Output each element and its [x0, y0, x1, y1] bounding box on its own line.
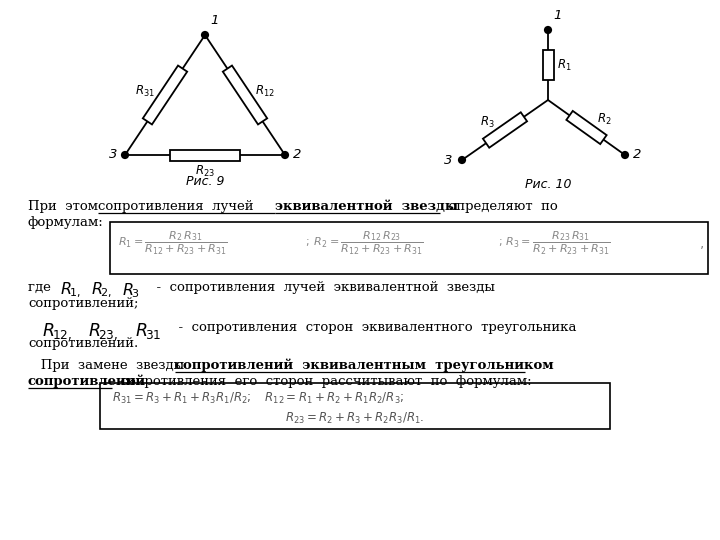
- Text: $\boldsymbol{R_{\!31}}$: $\boldsymbol{R_{\!31}}$: [135, 321, 161, 341]
- Text: формулам:: формулам:: [28, 216, 104, 229]
- Text: сопротивлений;: сопротивлений;: [28, 297, 138, 310]
- Text: сопротивления  его  сторон  рассчитывают  по  формулам:: сопротивления его сторон рассчитывают по…: [112, 375, 531, 388]
- Circle shape: [622, 152, 628, 158]
- Text: -  сопротивления  сторон  эквивалентного  треугольника: - сопротивления сторон эквивалентного тр…: [170, 321, 577, 334]
- Text: $R_2$: $R_2$: [597, 112, 612, 127]
- Text: $\boldsymbol{R_{\!2,}}$: $\boldsymbol{R_{\!2,}}$: [91, 281, 112, 300]
- Polygon shape: [143, 65, 187, 124]
- Text: сопротивления  лучей: сопротивления лучей: [98, 200, 262, 213]
- Text: $\boldsymbol{R_{\!1,}}$: $\boldsymbol{R_{\!1,}}$: [60, 281, 81, 300]
- Text: 3: 3: [109, 148, 117, 161]
- Text: эквивалентной  звезды: эквивалентной звезды: [275, 200, 458, 213]
- Text: При  этом: При этом: [28, 200, 107, 213]
- Text: сопротивлений.: сопротивлений.: [28, 337, 138, 350]
- Circle shape: [282, 152, 288, 158]
- Text: $R_{23} = R_2 + R_3 + R_2R_3/R_1.$: $R_{23} = R_2 + R_3 + R_2R_3/R_1.$: [285, 411, 425, 426]
- Text: $;\; R_2 = \dfrac{R_{12}\,R_{23}}{R_{12} + R_{23} + R_{31}}$: $;\; R_2 = \dfrac{R_{12}\,R_{23}}{R_{12}…: [305, 230, 423, 257]
- Text: $;\,R_3 = \dfrac{R_{23}\,R_{31}}{R_{2} + R_{23} + R_{31}}$: $;\,R_3 = \dfrac{R_{23}\,R_{31}}{R_{2} +…: [498, 230, 611, 257]
- Text: $R_{31} = R_3 + R_1 + R_3R_1/R_2;\quad R_{12} = R_1 + R_2 + R_1R_2/R_3;$: $R_{31} = R_3 + R_1 + R_3R_1/R_2;\quad R…: [112, 391, 404, 406]
- Text: где: где: [28, 281, 59, 294]
- Circle shape: [459, 157, 465, 163]
- Text: $R_1 = \dfrac{R_{2}\,R_{31}}{R_{12} + R_{23} + R_{31}}$: $R_1 = \dfrac{R_{2}\,R_{31}}{R_{12} + R_…: [118, 230, 228, 257]
- Polygon shape: [542, 50, 554, 80]
- Text: -  сопротивления  лучей  эквивалентной  звезды: - сопротивления лучей эквивалентной звез…: [148, 281, 495, 294]
- Polygon shape: [170, 150, 240, 160]
- Text: 1: 1: [553, 9, 562, 22]
- Text: 2: 2: [293, 148, 302, 161]
- Text: сопротивлений  эквивалентным  треугольником: сопротивлений эквивалентным треугольнико…: [175, 359, 554, 373]
- Text: 3: 3: [444, 153, 452, 166]
- Text: $R_{12}$: $R_{12}$: [255, 84, 275, 98]
- Text: При  замене  звезды: При замене звезды: [28, 359, 193, 372]
- Text: $\boldsymbol{R_{\!23,}}$: $\boldsymbol{R_{\!23,}}$: [88, 321, 118, 342]
- Polygon shape: [222, 65, 267, 124]
- Text: $R_{31}$: $R_{31}$: [135, 84, 155, 98]
- Text: $R_3$: $R_3$: [480, 114, 495, 130]
- Text: 1: 1: [210, 14, 218, 27]
- Circle shape: [545, 27, 552, 33]
- Text: $R_{23}$: $R_{23}$: [195, 164, 215, 179]
- Text: Рис. 9: Рис. 9: [186, 175, 224, 188]
- Polygon shape: [483, 112, 527, 148]
- Text: Рис. 10: Рис. 10: [525, 178, 571, 191]
- Text: сопротивлений: сопротивлений: [28, 375, 146, 388]
- Bar: [110, 222, 708, 274]
- Text: 2: 2: [633, 148, 642, 161]
- Text: $\boldsymbol{R_{\!12,}}$: $\boldsymbol{R_{\!12,}}$: [42, 321, 72, 342]
- Text: $\boldsymbol{R_{\!3}}$: $\boldsymbol{R_{\!3}}$: [122, 281, 140, 300]
- Circle shape: [122, 152, 128, 158]
- Circle shape: [202, 32, 208, 38]
- Text: определяют  по: определяют по: [440, 200, 558, 213]
- Polygon shape: [567, 111, 607, 144]
- Text: $R_1$: $R_1$: [557, 57, 572, 72]
- Text: ,: ,: [700, 236, 704, 250]
- Bar: [100, 383, 610, 429]
